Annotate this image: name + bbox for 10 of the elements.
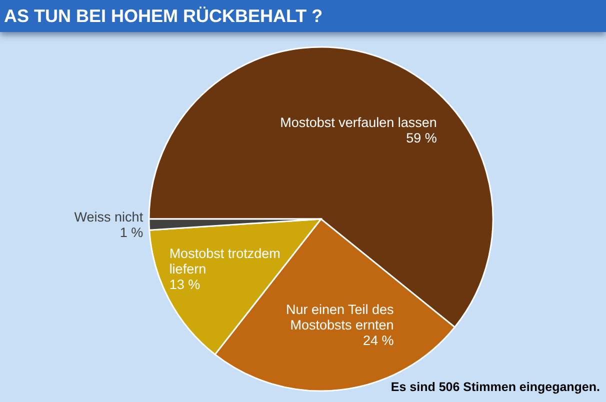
slice-label: Nur einen Teil des Mostobsts ernten [286, 302, 394, 333]
data-label: 59 % [406, 130, 437, 146]
text: Es sind 506 Stimmen eingegangen. [390, 380, 600, 394]
slice-label: Mostobst trotzdem liefern [169, 246, 280, 277]
data-label: 24 % [363, 333, 394, 348]
chart-title: AS TUN BEI HOHEM RÜCKBEHALT ? [4, 6, 323, 27]
data-label: 13 % [169, 277, 200, 292]
slice-label: Mostobst verfaulen lassen [280, 114, 437, 130]
data-label: 1 % [120, 225, 144, 240]
slice-label: Weiss nicht [74, 210, 144, 225]
